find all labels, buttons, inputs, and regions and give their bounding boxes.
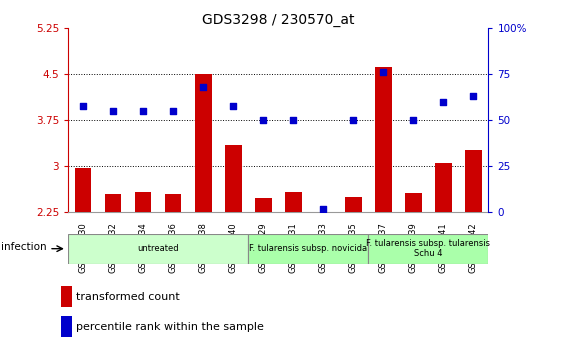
Bar	[68, 234, 248, 264]
Bar	[248, 234, 369, 264]
Bar	[369, 234, 488, 264]
Text: untreated: untreated	[137, 244, 179, 253]
Bar	[465, 150, 482, 212]
Point	[469, 93, 478, 99]
Text: F. tularensis subsp. novicida: F. tularensis subsp. novicida	[249, 244, 367, 253]
Bar	[225, 145, 241, 212]
Title: GDS3298 / 230570_at: GDS3298 / 230570_at	[202, 13, 354, 27]
Point	[108, 108, 118, 114]
Point	[349, 118, 358, 123]
Text: transformed count: transformed count	[76, 291, 180, 302]
Text: percentile rank within the sample: percentile rank within the sample	[76, 321, 264, 332]
Bar	[255, 198, 272, 212]
Point	[409, 118, 418, 123]
Point	[199, 84, 208, 90]
Point	[319, 206, 328, 212]
Bar	[105, 194, 122, 212]
Point	[229, 103, 238, 108]
Bar	[195, 74, 211, 212]
Bar	[345, 197, 362, 212]
Text: F. tularensis subsp. tularensis
Schu 4: F. tularensis subsp. tularensis Schu 4	[366, 239, 490, 258]
Bar	[165, 194, 182, 212]
Bar	[61, 286, 72, 307]
Point	[439, 99, 448, 105]
Point	[379, 70, 388, 75]
Bar	[405, 193, 421, 212]
Point	[78, 103, 87, 108]
Bar	[285, 192, 302, 212]
Bar	[435, 163, 452, 212]
Bar	[375, 67, 392, 212]
Point	[289, 118, 298, 123]
Bar	[75, 167, 91, 212]
Point	[139, 108, 148, 114]
Text: infection: infection	[1, 242, 47, 252]
Bar	[135, 192, 152, 212]
Bar	[61, 316, 72, 337]
Point	[259, 118, 268, 123]
Point	[169, 108, 178, 114]
